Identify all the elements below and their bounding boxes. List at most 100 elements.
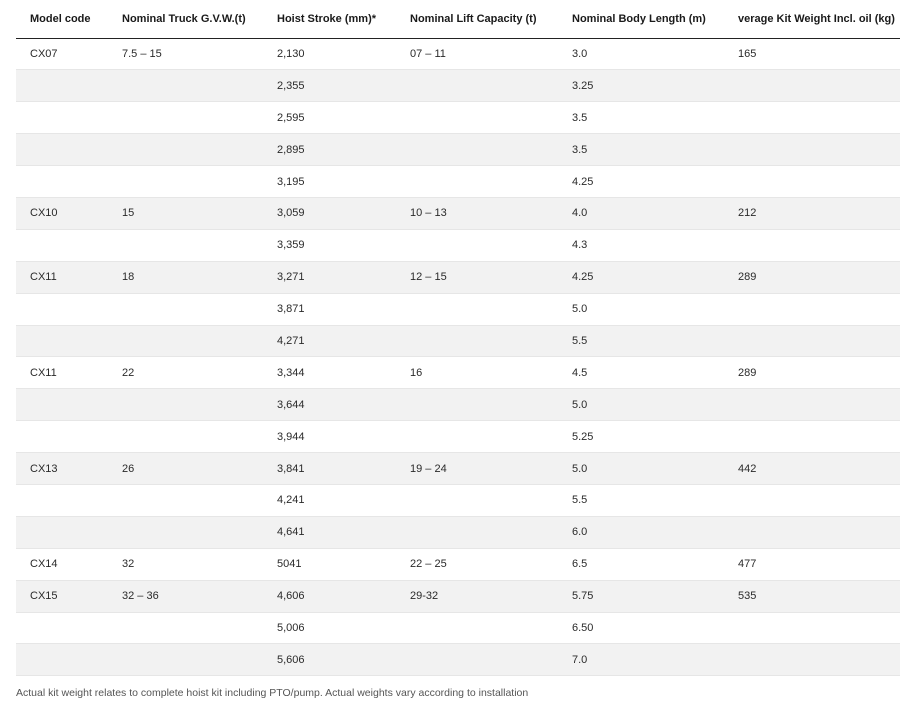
table-row: 2,355 3.25 <box>16 69 900 103</box>
cell-body-length: 5.5 <box>558 484 724 517</box>
cell-hoist-stroke: 5041 <box>263 548 396 581</box>
cell-lift-capacity <box>396 101 558 135</box>
cell-truck-gvw <box>108 484 263 517</box>
cell-kit-weight <box>724 643 900 677</box>
cell-hoist-stroke: 2,595 <box>263 101 396 135</box>
table-row: 4,271 5.5 <box>16 325 900 358</box>
cell-hoist-stroke: 3,271 <box>263 261 396 294</box>
cell-hoist-stroke: 4,641 <box>263 516 396 549</box>
header-truck-gvw: Nominal Truck G.V.W.(t) <box>108 0 263 39</box>
cell-hoist-stroke: 3,871 <box>263 293 396 326</box>
header-lift-capacity: Nominal Lift Capacity (t) <box>396 0 558 39</box>
cell-body-length: 4.3 <box>558 229 724 262</box>
header-body-length: Nominal Body Length (m) <box>558 0 724 39</box>
cell-body-length: 5.75 <box>558 580 724 613</box>
cell-lift-capacity: 10 – 13 <box>396 197 558 230</box>
cell-truck-gvw <box>108 643 263 677</box>
cell-lift-capacity: 22 – 25 <box>396 548 558 581</box>
cell-kit-weight <box>724 229 900 262</box>
table-row: 3,644 5.0 <box>16 388 900 422</box>
cell-body-length: 7.0 <box>558 643 724 677</box>
cell-hoist-stroke: 4,271 <box>263 325 396 358</box>
cell-truck-gvw: 15 <box>108 197 263 230</box>
cell-body-length: 3.0 <box>558 38 724 71</box>
cell-lift-capacity <box>396 293 558 326</box>
cell-body-length: 5.0 <box>558 452 724 485</box>
cell-body-length: 5.0 <box>558 388 724 422</box>
cell-body-length: 5.5 <box>558 325 724 358</box>
table-row: 3,195 4.25 <box>16 165 900 198</box>
cell-lift-capacity <box>396 133 558 167</box>
cell-truck-gvw <box>108 420 263 454</box>
cell-truck-gvw: 22 <box>108 356 263 390</box>
table-row: CX11 18 3,271 12 – 15 4.25 289 <box>16 261 900 294</box>
cell-truck-gvw <box>108 101 263 135</box>
cell-lift-capacity <box>396 325 558 358</box>
cell-model-code: CX07 <box>16 38 108 71</box>
cell-kit-weight: 535 <box>724 580 900 613</box>
cell-lift-capacity <box>396 516 558 549</box>
cell-model-code <box>16 69 108 103</box>
cell-model-code: CX14 <box>16 548 108 581</box>
cell-model-code: CX13 <box>16 452 108 485</box>
table-row: CX15 32 – 36 4,606 29-32 5.75 535 <box>16 580 900 613</box>
header-hoist-stroke: Hoist Stroke (mm)* <box>263 0 396 39</box>
cell-model-code <box>16 484 108 517</box>
cell-lift-capacity <box>396 165 558 198</box>
cell-hoist-stroke: 3,644 <box>263 388 396 422</box>
table-row: CX10 15 3,059 10 – 13 4.0 212 <box>16 197 900 230</box>
cell-kit-weight <box>724 133 900 167</box>
cell-body-length: 6.5 <box>558 548 724 581</box>
table-row: 3,359 4.3 <box>16 229 900 262</box>
cell-kit-weight <box>724 388 900 422</box>
cell-truck-gvw <box>108 516 263 549</box>
cell-hoist-stroke: 5,006 <box>263 612 396 645</box>
cell-hoist-stroke: 3,359 <box>263 229 396 262</box>
header-model-code: Model code <box>16 0 108 39</box>
cell-hoist-stroke: 2,130 <box>263 38 396 71</box>
cell-model-code <box>16 388 108 422</box>
cell-kit-weight: 212 <box>724 197 900 230</box>
cell-body-length: 4.0 <box>558 197 724 230</box>
cell-body-length: 3.5 <box>558 101 724 135</box>
footnote: Actual kit weight relates to complete ho… <box>16 687 529 699</box>
cell-lift-capacity <box>396 643 558 677</box>
cell-truck-gvw <box>108 612 263 645</box>
cell-kit-weight <box>724 293 900 326</box>
cell-kit-weight <box>724 484 900 517</box>
cell-model-code <box>16 612 108 645</box>
table-body: CX07 7.5 – 15 2,130 07 – 11 3.0 165 2,355 3.25 2… <box>16 38 900 677</box>
cell-truck-gvw: 32 <box>108 548 263 581</box>
table-row: 2,595 3.5 <box>16 101 900 135</box>
cell-kit-weight <box>724 516 900 549</box>
cell-model-code <box>16 420 108 454</box>
table-row: CX07 7.5 – 15 2,130 07 – 11 3.0 165 <box>16 38 900 71</box>
table-row: 3,944 5.25 <box>16 420 900 454</box>
cell-truck-gvw <box>108 293 263 326</box>
cell-hoist-stroke: 3,344 <box>263 356 396 390</box>
cell-model-code <box>16 325 108 358</box>
cell-body-length: 3.5 <box>558 133 724 167</box>
cell-lift-capacity: 12 – 15 <box>396 261 558 294</box>
cell-model-code <box>16 516 108 549</box>
cell-lift-capacity <box>396 420 558 454</box>
cell-model-code: CX11 <box>16 356 108 390</box>
cell-body-length: 3.25 <box>558 69 724 103</box>
cell-kit-weight <box>724 101 900 135</box>
cell-kit-weight <box>724 325 900 358</box>
cell-truck-gvw: 7.5 – 15 <box>108 38 263 71</box>
cell-lift-capacity: 07 – 11 <box>396 38 558 71</box>
cell-model-code <box>16 101 108 135</box>
cell-hoist-stroke: 2,895 <box>263 133 396 167</box>
header-row: Model code Nominal Truck G.V.W.(t) Hoist… <box>16 0 900 39</box>
table-row: 5,006 6.50 <box>16 612 900 645</box>
cell-model-code <box>16 165 108 198</box>
cell-model-code: CX11 <box>16 261 108 294</box>
cell-model-code: CX10 <box>16 197 108 230</box>
cell-model-code <box>16 643 108 677</box>
cell-truck-gvw <box>108 229 263 262</box>
cell-truck-gvw <box>108 325 263 358</box>
hoist-spec-table: Model code Nominal Truck G.V.W.(t) Hoist… <box>16 0 900 677</box>
table-row: 3,871 5.0 <box>16 293 900 326</box>
